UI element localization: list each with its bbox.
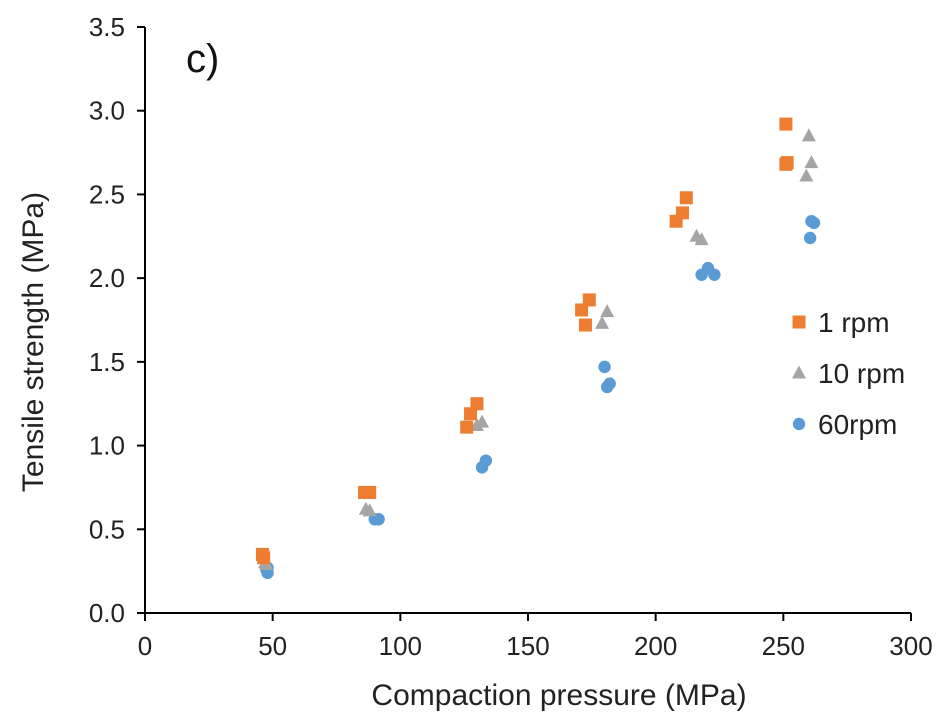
- y-tick-label: 1.5: [89, 347, 125, 377]
- data-point-circle: [807, 216, 821, 230]
- data-point-square: [575, 303, 589, 317]
- legend-marker-circle: [792, 417, 806, 431]
- data-point-triangle: [362, 503, 377, 517]
- legend-marker-triangle: [792, 365, 806, 379]
- data-point-square: [578, 318, 592, 332]
- data-point-square: [679, 191, 693, 205]
- legend: 1 rpm 10 rpm 60rpm: [792, 307, 905, 440]
- series-triangle: [258, 128, 819, 570]
- data-point-square: [470, 397, 484, 411]
- data-point-triangle: [799, 168, 814, 182]
- data-point-circle: [708, 268, 721, 281]
- x-tick-label: 50: [258, 631, 287, 661]
- data-point-circle: [598, 360, 611, 374]
- series-circle: [260, 215, 821, 580]
- x-tick-label: 150: [506, 631, 549, 661]
- data-point-triangle: [801, 128, 816, 142]
- data-point-circle: [479, 454, 493, 467]
- y-tick-label: 3.5: [89, 12, 125, 42]
- y-tick-label: 2.0: [89, 263, 125, 293]
- x-tick-label: 250: [762, 631, 805, 661]
- data-point-square: [675, 206, 689, 220]
- x-tick-label: 200: [634, 631, 677, 661]
- data-point-triangle: [804, 155, 819, 169]
- data-point-circle: [803, 231, 817, 245]
- x-tick-label: 0: [138, 631, 152, 661]
- data-point-triangle: [694, 232, 709, 246]
- y-tick-label: 1.0: [89, 431, 125, 461]
- data-point-triangle: [600, 304, 615, 318]
- legend-label: 10 rpm: [818, 358, 905, 389]
- y-tick-label: 0.0: [89, 598, 125, 628]
- legend-marker-square: [792, 315, 806, 329]
- data-point-square: [582, 293, 596, 307]
- data-point-square: [779, 157, 793, 171]
- x-tick-label: 100: [379, 631, 422, 661]
- legend-label: 60rpm: [818, 409, 897, 440]
- series-square: [255, 117, 794, 565]
- panel-label: c): [186, 37, 219, 81]
- y-tick-label: 2.5: [89, 179, 125, 209]
- data-marks: [255, 117, 821, 580]
- legend-label: 1 rpm: [818, 307, 890, 338]
- data-point-triangle: [595, 315, 610, 329]
- data-point-triangle: [475, 414, 490, 428]
- y-axis-title: Tensile strength (MPa): [17, 192, 50, 492]
- y-tick-label: 0.5: [89, 514, 125, 544]
- y-tick-label: 3.0: [89, 96, 125, 126]
- data-point-circle: [603, 377, 616, 390]
- x-axis-title: Compaction pressure (MPa): [371, 679, 746, 712]
- data-point-square: [779, 117, 793, 131]
- x-tick-label: 300: [889, 631, 932, 661]
- data-point-square: [257, 551, 271, 565]
- data-point-square: [464, 407, 478, 421]
- data-point-square: [363, 485, 377, 499]
- data-point-square: [460, 420, 474, 434]
- axes: 0 50 100 150 200 250 300 0.0 0.5 1.0 1.5 2.0 2.5 3.0 3…: [89, 12, 933, 661]
